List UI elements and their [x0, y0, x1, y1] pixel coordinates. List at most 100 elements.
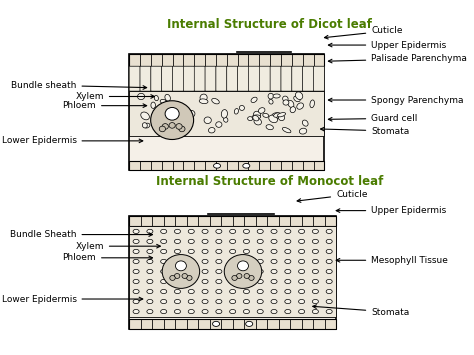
Ellipse shape — [312, 299, 319, 304]
FancyBboxPatch shape — [129, 319, 336, 329]
Ellipse shape — [243, 164, 250, 168]
Ellipse shape — [244, 299, 249, 304]
Circle shape — [174, 273, 180, 278]
Ellipse shape — [170, 113, 174, 117]
Ellipse shape — [161, 249, 167, 253]
FancyBboxPatch shape — [270, 66, 281, 91]
Ellipse shape — [257, 260, 263, 263]
Circle shape — [162, 124, 168, 129]
Text: Lower Epidermis: Lower Epidermis — [1, 295, 143, 304]
Ellipse shape — [266, 125, 273, 130]
FancyBboxPatch shape — [227, 66, 237, 91]
Circle shape — [237, 273, 242, 278]
Ellipse shape — [271, 239, 277, 244]
Ellipse shape — [229, 279, 236, 284]
Ellipse shape — [133, 310, 139, 314]
Ellipse shape — [174, 249, 181, 253]
Circle shape — [162, 255, 200, 288]
Ellipse shape — [312, 260, 319, 263]
Ellipse shape — [176, 124, 181, 131]
FancyBboxPatch shape — [129, 54, 324, 170]
Ellipse shape — [299, 239, 305, 244]
Ellipse shape — [326, 299, 332, 304]
Ellipse shape — [257, 229, 263, 234]
Ellipse shape — [299, 249, 305, 253]
Text: Cuticle: Cuticle — [297, 190, 367, 202]
FancyBboxPatch shape — [151, 66, 162, 91]
Ellipse shape — [257, 289, 263, 294]
Ellipse shape — [133, 229, 139, 234]
Ellipse shape — [271, 229, 277, 234]
Ellipse shape — [165, 94, 170, 101]
Ellipse shape — [161, 299, 167, 304]
Ellipse shape — [299, 299, 305, 304]
Circle shape — [176, 124, 182, 129]
FancyBboxPatch shape — [129, 216, 336, 329]
Ellipse shape — [299, 229, 305, 234]
Ellipse shape — [273, 113, 281, 117]
Ellipse shape — [174, 260, 181, 263]
Ellipse shape — [147, 229, 153, 234]
Ellipse shape — [229, 239, 236, 244]
Ellipse shape — [246, 321, 253, 326]
Ellipse shape — [147, 310, 153, 314]
Ellipse shape — [326, 239, 332, 244]
Ellipse shape — [229, 229, 236, 234]
Ellipse shape — [147, 239, 153, 244]
Ellipse shape — [161, 229, 167, 234]
Ellipse shape — [188, 249, 194, 253]
Ellipse shape — [229, 310, 236, 314]
FancyBboxPatch shape — [129, 54, 324, 66]
Ellipse shape — [144, 123, 150, 128]
Text: Bundle sheath: Bundle sheath — [11, 81, 146, 90]
Ellipse shape — [151, 102, 155, 108]
Ellipse shape — [271, 310, 277, 314]
Ellipse shape — [271, 299, 277, 304]
Ellipse shape — [251, 97, 257, 103]
Ellipse shape — [244, 239, 249, 244]
Ellipse shape — [212, 98, 219, 104]
Ellipse shape — [188, 239, 194, 244]
Ellipse shape — [326, 269, 332, 274]
Ellipse shape — [216, 299, 222, 304]
Text: Xylem: Xylem — [75, 92, 155, 101]
Ellipse shape — [213, 164, 220, 168]
Ellipse shape — [299, 279, 305, 284]
Ellipse shape — [169, 128, 177, 135]
Text: Stomata: Stomata — [320, 126, 410, 136]
Ellipse shape — [229, 299, 236, 304]
Ellipse shape — [174, 310, 181, 314]
Ellipse shape — [174, 109, 181, 114]
Ellipse shape — [272, 113, 281, 119]
FancyBboxPatch shape — [216, 66, 227, 91]
Text: Xylem: Xylem — [75, 242, 160, 251]
Ellipse shape — [202, 279, 208, 284]
Text: Phloem: Phloem — [63, 101, 146, 110]
Ellipse shape — [174, 239, 181, 244]
Ellipse shape — [271, 279, 277, 284]
Ellipse shape — [299, 260, 305, 263]
Ellipse shape — [174, 299, 181, 304]
Ellipse shape — [137, 93, 145, 100]
Ellipse shape — [312, 239, 319, 244]
Ellipse shape — [174, 289, 181, 294]
Ellipse shape — [174, 279, 181, 284]
Circle shape — [237, 261, 248, 271]
Ellipse shape — [200, 94, 207, 101]
Ellipse shape — [278, 115, 284, 121]
Ellipse shape — [244, 279, 249, 284]
Text: Lower Epidermis: Lower Epidermis — [1, 136, 143, 145]
Ellipse shape — [283, 96, 288, 102]
FancyBboxPatch shape — [205, 66, 216, 91]
Circle shape — [182, 273, 187, 278]
Ellipse shape — [239, 105, 245, 110]
FancyBboxPatch shape — [162, 66, 173, 91]
Text: Internal Structure of Dicot leaf: Internal Structure of Dicot leaf — [167, 18, 372, 31]
Ellipse shape — [161, 279, 167, 284]
Ellipse shape — [147, 289, 153, 294]
Circle shape — [165, 108, 179, 120]
Ellipse shape — [285, 229, 291, 234]
Ellipse shape — [188, 289, 194, 294]
Ellipse shape — [209, 127, 215, 133]
Ellipse shape — [202, 229, 208, 234]
